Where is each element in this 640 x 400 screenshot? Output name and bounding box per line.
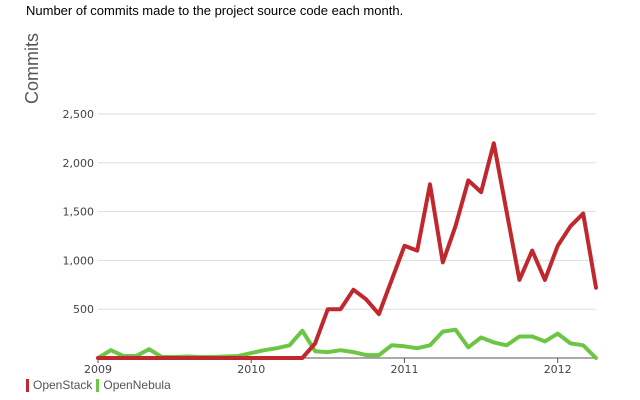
legend-label-opennebula: OpenNebula — [103, 378, 171, 392]
x-tick-labels: 2009 2010 2011 2012 — [84, 363, 572, 376]
y-tick-1500: 1,500 — [63, 206, 95, 219]
y-tick-labels: 500 1,000 1,500 2,000 2,500 — [63, 108, 95, 316]
y-tick-1000: 1,000 — [63, 254, 95, 267]
x-tick-2012: 2012 — [544, 363, 572, 376]
x-tick-2009: 2009 — [84, 363, 112, 376]
legend-swatch-opennebula — [96, 378, 100, 392]
chart-caption: Number of commits made to the project so… — [26, 3, 404, 18]
legend-swatch-openstack — [26, 378, 29, 392]
y-tick-2000: 2,000 — [63, 157, 95, 170]
x-tick-2010: 2010 — [237, 363, 265, 376]
series-line-opennebula — [96, 327, 598, 360]
x-tick-2011: 2011 — [390, 363, 418, 376]
legend-label-openstack: OpenStack — [33, 378, 93, 392]
legend: OpenStack OpenNebula — [26, 378, 175, 392]
legend-item-opennebula[interactable]: OpenNebula — [96, 378, 171, 392]
grid-lines — [98, 113, 596, 310]
series-lines — [96, 141, 598, 360]
series-line-openstack — [96, 141, 598, 360]
legend-item-openstack[interactable]: OpenStack — [26, 378, 92, 392]
y-tick-500: 500 — [73, 303, 94, 316]
y-tick-2500: 2,500 — [63, 108, 95, 121]
